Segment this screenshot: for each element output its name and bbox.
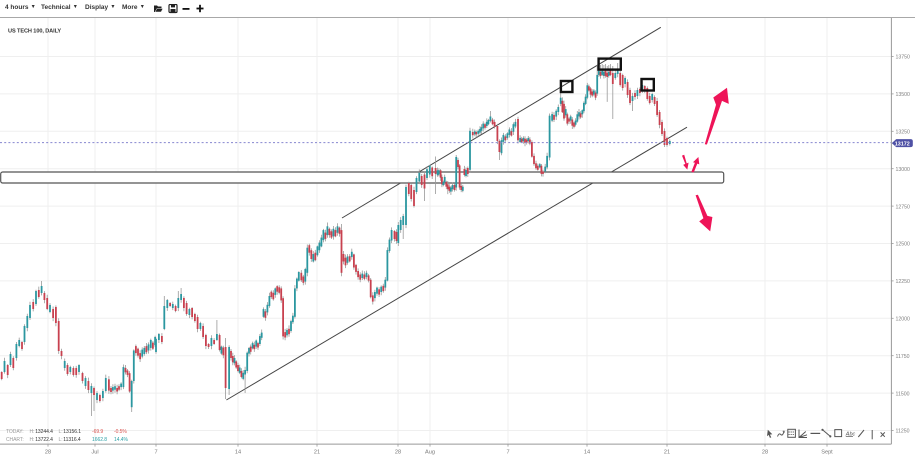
svg-text:Aug: Aug <box>425 450 435 456</box>
svg-text:H:: H: <box>30 429 35 435</box>
svg-text:13244.4: 13244.4 <box>35 429 53 435</box>
svg-text:12500: 12500 <box>896 242 911 248</box>
svg-text:US TECH 100, DAILY: US TECH 100, DAILY <box>8 29 61 35</box>
svg-text:11750: 11750 <box>896 354 910 360</box>
svg-text:11250: 11250 <box>896 429 910 435</box>
svg-text:28: 28 <box>762 450 768 456</box>
svg-text:13172: 13172 <box>895 142 910 148</box>
svg-text:-69.9: -69.9 <box>92 429 103 435</box>
svg-text:11316.4: 11316.4 <box>63 437 81 443</box>
svg-text:12250: 12250 <box>896 279 911 285</box>
svg-text:21: 21 <box>314 450 320 456</box>
svg-text:13156.1: 13156.1 <box>63 429 81 435</box>
svg-text:12000: 12000 <box>896 317 911 323</box>
svg-text:12750: 12750 <box>896 204 911 210</box>
svg-text:-0.5%: -0.5% <box>114 429 127 435</box>
svg-text:13250: 13250 <box>896 130 911 136</box>
svg-text:28: 28 <box>395 450 401 456</box>
svg-text:Sept: Sept <box>821 450 833 456</box>
svg-text:13750: 13750 <box>896 55 911 61</box>
svg-text:7: 7 <box>154 450 157 456</box>
svg-text:14.4%: 14.4% <box>114 437 129 443</box>
svg-text:14: 14 <box>235 450 241 456</box>
svg-text:7: 7 <box>506 450 509 456</box>
svg-text:11500: 11500 <box>896 391 910 397</box>
svg-text:28: 28 <box>45 450 51 456</box>
svg-text:14: 14 <box>584 450 590 456</box>
svg-text:Jul: Jul <box>91 450 98 456</box>
svg-text:H:: H: <box>30 437 35 443</box>
svg-text:1662.8: 1662.8 <box>92 437 107 443</box>
svg-text:L:: L: <box>59 437 63 443</box>
svg-text:13722.4: 13722.4 <box>35 437 53 443</box>
svg-text:TODAY:: TODAY: <box>6 429 24 435</box>
svg-text:Abc: Abc <box>845 431 856 437</box>
svg-text:13000: 13000 <box>896 167 911 173</box>
svg-text:L:: L: <box>59 429 63 435</box>
svg-text:21: 21 <box>664 450 670 456</box>
svg-text:CHART:: CHART: <box>6 437 24 443</box>
svg-text:13500: 13500 <box>896 92 911 98</box>
